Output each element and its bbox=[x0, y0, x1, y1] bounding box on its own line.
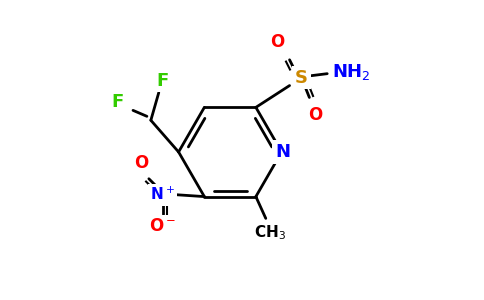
Text: NH$_2$: NH$_2$ bbox=[332, 62, 370, 82]
Text: F: F bbox=[111, 93, 123, 111]
Text: O: O bbox=[308, 106, 322, 124]
Text: N: N bbox=[275, 143, 290, 161]
Text: N$^+$: N$^+$ bbox=[151, 186, 175, 203]
Text: O: O bbox=[134, 154, 148, 172]
Text: S: S bbox=[295, 69, 308, 87]
Text: F: F bbox=[157, 72, 169, 90]
Text: O$^-$: O$^-$ bbox=[149, 217, 176, 235]
Text: CH$_3$: CH$_3$ bbox=[254, 223, 286, 242]
Text: O: O bbox=[271, 33, 285, 51]
